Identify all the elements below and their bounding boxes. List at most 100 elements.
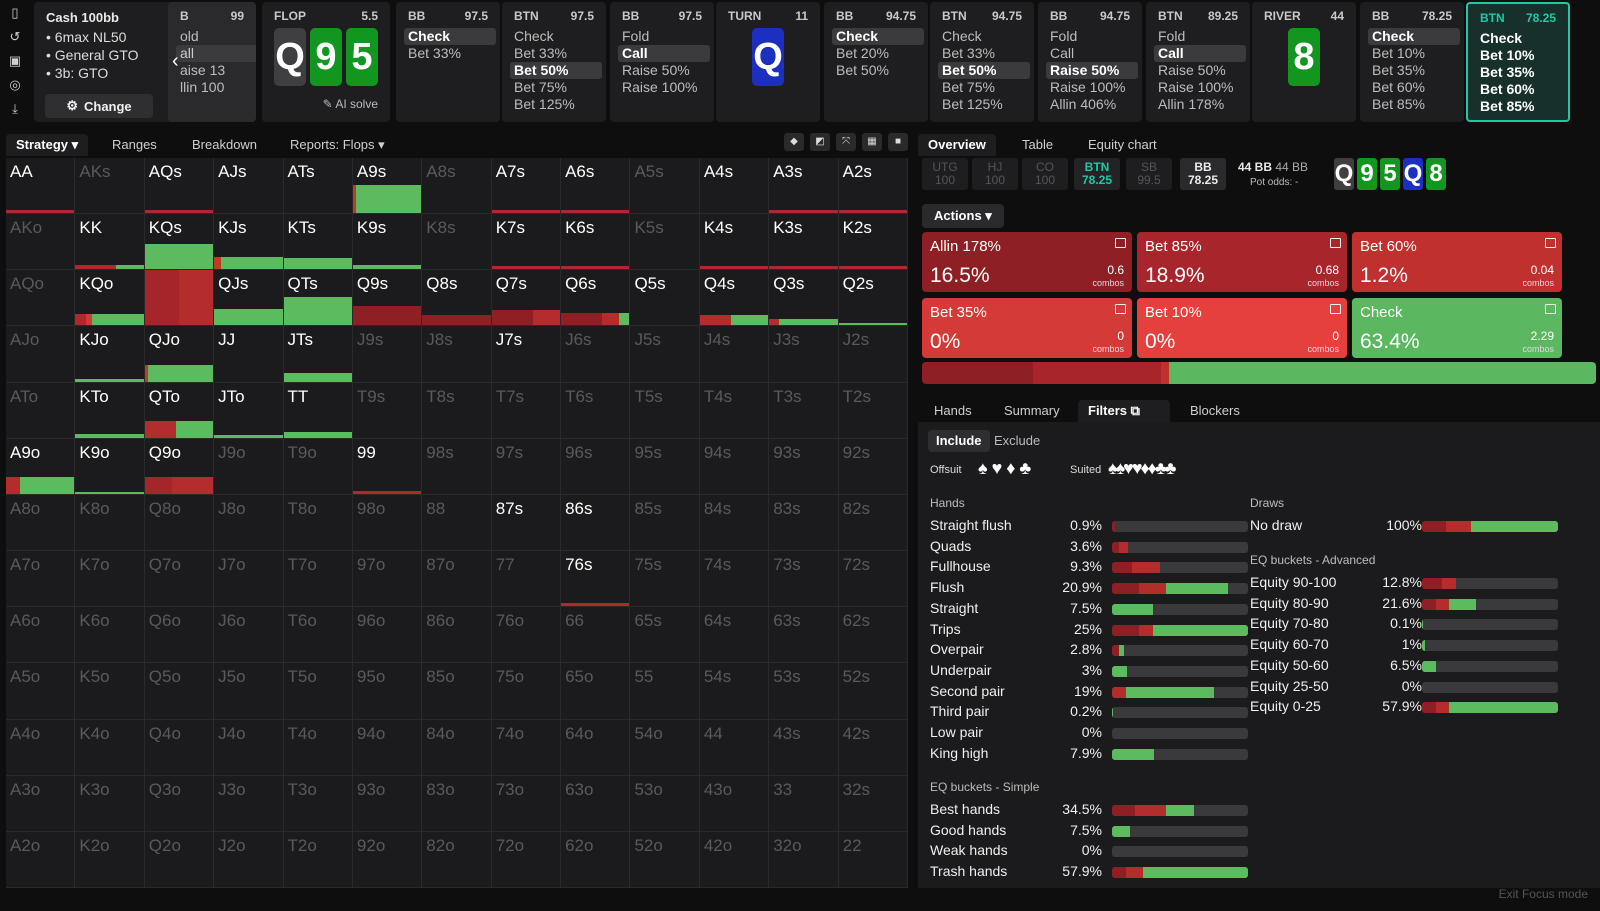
hand-cell[interactable]: Q9s [352, 270, 423, 327]
hand-cell[interactable]: 94s [699, 438, 770, 495]
filter-row[interactable]: No draw 100% [1250, 517, 1558, 535]
hand-cell[interactable]: 52s [838, 663, 908, 720]
hand-cell[interactable]: 42s [838, 719, 908, 776]
hand-cell[interactable]: ATs [283, 158, 353, 215]
hand-cell[interactable]: J3s [769, 326, 839, 383]
hand-cell[interactable]: K4s [699, 214, 770, 271]
hand-cell[interactable]: A5o [6, 663, 76, 720]
filter-row[interactable]: Overpair 2.8% [930, 641, 1248, 659]
tab-breakdown[interactable]: Breakdown [192, 137, 258, 152]
hand-cell[interactable]: A8o [6, 494, 76, 552]
node-action-option[interactable]: Bet 35% [1372, 62, 1425, 78]
tab-overview[interactable]: Overview [918, 134, 996, 156]
filter-row[interactable]: Low pair 0% [930, 724, 1248, 742]
hand-cell[interactable]: T5s [630, 382, 700, 439]
hand-cell[interactable]: 54o [630, 719, 700, 776]
hand-cell[interactable]: 63o [561, 775, 631, 832]
hand-cell[interactable]: Q5s [630, 270, 700, 327]
node-action-option[interactable]: Bet 85% [1480, 98, 1535, 114]
suited-suit-icons[interactable]: ♠♠♥♥♦♦♣♣ [1108, 458, 1176, 478]
hand-cell[interactable]: J4s [699, 326, 770, 383]
history-icon[interactable]: ↺ [9, 29, 21, 44]
hand-cell[interactable]: 75o [491, 663, 562, 720]
hand-cell[interactable]: Q6s [561, 270, 631, 327]
node-action-option[interactable]: Bet 85% [1372, 96, 1425, 112]
node-action-option[interactable]: Bet 35% [1480, 64, 1535, 80]
hand-cell[interactable]: A5s [630, 158, 700, 215]
ai-solve-button[interactable]: ✎ AI solve [322, 97, 378, 111]
hand-cell[interactable]: 76s [561, 551, 631, 608]
hand-cell[interactable]: J9s [352, 326, 423, 383]
hand-cell[interactable]: 97s [491, 438, 562, 495]
player-seat[interactable]: HJ 100 [972, 158, 1018, 190]
hand-cell[interactable]: 93o [352, 775, 423, 832]
node-action-option[interactable]: Fold [1050, 28, 1078, 44]
hand-cell[interactable]: T7o [283, 551, 353, 608]
node-action-option[interactable]: Bet 33% [408, 45, 461, 61]
hand-cell[interactable]: A6o [6, 607, 76, 664]
hand-cell[interactable]: J3o [214, 775, 284, 832]
tab-blockers[interactable]: Blockers [1190, 403, 1240, 418]
hand-cell[interactable]: 64o [561, 719, 631, 776]
hand-cell[interactable]: 22 [838, 831, 908, 888]
change-button[interactable]: ⚙ Change [45, 94, 153, 118]
hand-cell[interactable]: 94o [352, 719, 423, 776]
hand-cell[interactable]: 52o [630, 831, 700, 888]
hand-cell[interactable]: J9o [214, 438, 284, 495]
hand-cell[interactable]: 86s [561, 494, 631, 552]
expand-icon[interactable]: ⤧ [836, 133, 856, 151]
hand-cell[interactable]: K9o [75, 438, 145, 495]
hand-cell[interactable]: 95s [630, 438, 700, 495]
node-action-option[interactable]: Fold [1158, 28, 1186, 44]
node-action-option[interactable]: Raise 100% [1158, 79, 1234, 95]
node-action-option[interactable]: Check [404, 28, 496, 45]
node-action-option[interactable]: Bet 10% [1480, 47, 1535, 63]
cube-view-icon[interactable]: ◆ [784, 133, 804, 151]
hand-cell[interactable]: Q8o [144, 494, 215, 552]
actions-dropdown[interactable]: Actions ▾ [922, 204, 1004, 228]
hand-cell[interactable]: K5o [75, 663, 145, 720]
hand-cell[interactable]: 82o [422, 831, 492, 888]
action-summary-box[interactable]: Check 63.4% 2.29 combos [1352, 298, 1562, 358]
node-action-option[interactable]: Bet 33% [942, 45, 995, 61]
tree-node[interactable]: BB 94.75 Fold Call Raise 50% Raise 100% Allin … [1038, 2, 1142, 122]
hand-cell[interactable]: 65s [630, 607, 700, 664]
hand-cell[interactable]: KQs [144, 214, 215, 271]
tab-filters[interactable]: Filters ⧉ [1078, 400, 1170, 422]
hand-cell[interactable]: 92s [838, 438, 908, 495]
hand-cell[interactable]: A6s [561, 158, 631, 215]
filter-row[interactable]: Fullhouse 9.3% [930, 558, 1248, 576]
tree-node[interactable]: BB 97.5 Fold Call Raise 50% Raise 100% [610, 2, 714, 122]
node-action-option[interactable]: Allin 178% [1158, 96, 1225, 112]
hand-cell[interactable]: 95o [352, 663, 423, 720]
hand-cell[interactable]: 72o [491, 831, 562, 888]
hand-cell[interactable]: A4o [6, 719, 76, 776]
filter-row[interactable]: Flush 20.9% [930, 579, 1248, 597]
node-action-option[interactable]: Raise 100% [622, 79, 698, 95]
node-action-option[interactable]: Check [1480, 30, 1523, 46]
hand-cell[interactable]: AKo [6, 214, 76, 271]
hand-cell[interactable]: 84s [699, 494, 770, 552]
hand-cell[interactable]: 85o [422, 663, 492, 720]
hand-cell[interactable]: T4o [283, 719, 353, 776]
details-icon[interactable] [1115, 238, 1126, 248]
hand-cell[interactable]: 75s [630, 551, 700, 608]
action-summary-box[interactable]: Allin 178% 16.5% 0.6 combos [922, 232, 1132, 292]
hand-cell[interactable]: 62o [561, 831, 631, 888]
tree-node[interactable]: BB 94.75 Check Bet 20% Bet 50% [824, 2, 928, 122]
exit-focus-mode-link[interactable]: Exit Focus mode [1498, 887, 1588, 901]
hand-cell[interactable]: K8o [75, 494, 145, 552]
node-action-option[interactable]: Bet 75% [942, 79, 995, 95]
filter-row[interactable]: Equity 50-60 6.5% [1250, 657, 1558, 675]
bookmark-icon[interactable]: ▯ [11, 5, 19, 20]
hand-cell[interactable]: 82s [838, 494, 908, 552]
hand-cell[interactable]: Q7s [491, 270, 562, 327]
hand-cell[interactable]: T2s [838, 382, 908, 439]
hand-cell[interactable]: Q5o [144, 663, 215, 720]
tree-node[interactable]: BB 78.25 Check Bet 10% Bet 35% Bet 60% Bet 85% [1360, 2, 1464, 122]
node-action-option[interactable]: Bet 20% [836, 45, 889, 61]
node-action-option[interactable]: Check [514, 28, 554, 44]
hand-cell[interactable]: JTo [214, 382, 284, 439]
hand-cell[interactable]: J5s [630, 326, 700, 383]
hand-cell[interactable]: 53s [769, 663, 839, 720]
